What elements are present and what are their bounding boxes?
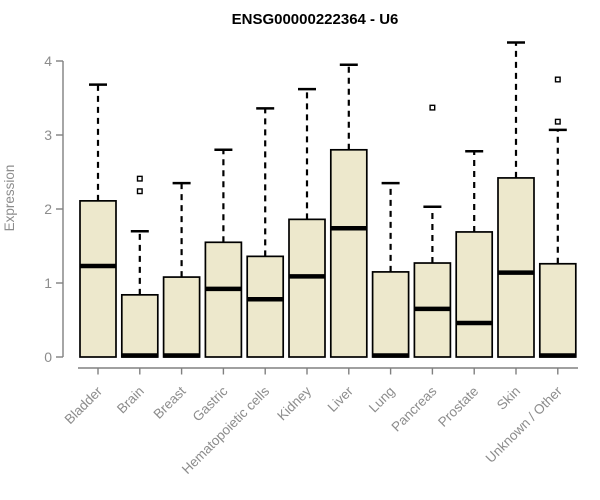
outlier-point xyxy=(136,188,143,195)
y-axis-label: Expression xyxy=(2,165,17,232)
x-category-label: Gastric xyxy=(190,383,231,424)
x-category-label: Lung xyxy=(366,384,398,416)
outlier-point xyxy=(554,76,561,83)
box xyxy=(120,293,159,358)
box xyxy=(538,262,577,358)
box xyxy=(455,231,494,358)
y-tick-label: 1 xyxy=(44,275,52,291)
y-tick-label: 4 xyxy=(44,53,52,69)
chart-title: ENSG00000222364 - U6 xyxy=(232,11,399,28)
x-category-label: Skin xyxy=(494,384,523,413)
x-category-label: Breast xyxy=(151,383,189,421)
box xyxy=(288,218,326,358)
y-tick-label: 2 xyxy=(44,201,52,217)
x-category-label: Prostate xyxy=(435,384,481,430)
x-category-label: Pancreas xyxy=(389,383,440,434)
box xyxy=(497,177,535,358)
box xyxy=(79,200,117,358)
box xyxy=(371,271,410,358)
y-tick-label: 0 xyxy=(44,349,52,365)
box xyxy=(204,241,243,358)
x-category-label: Liver xyxy=(325,383,357,415)
box xyxy=(329,148,368,358)
x-category-label: Kidney xyxy=(274,383,314,423)
x-category-label: Brain xyxy=(114,384,147,417)
outlier-point xyxy=(554,118,561,125)
outlier-point xyxy=(136,175,143,182)
box xyxy=(246,255,285,358)
y-tick-label: 3 xyxy=(44,127,52,143)
x-category-label: Bladder xyxy=(62,383,106,427)
x-category-label: Unknown / Other xyxy=(483,383,566,466)
box xyxy=(162,276,201,358)
outlier-point xyxy=(429,104,436,111)
